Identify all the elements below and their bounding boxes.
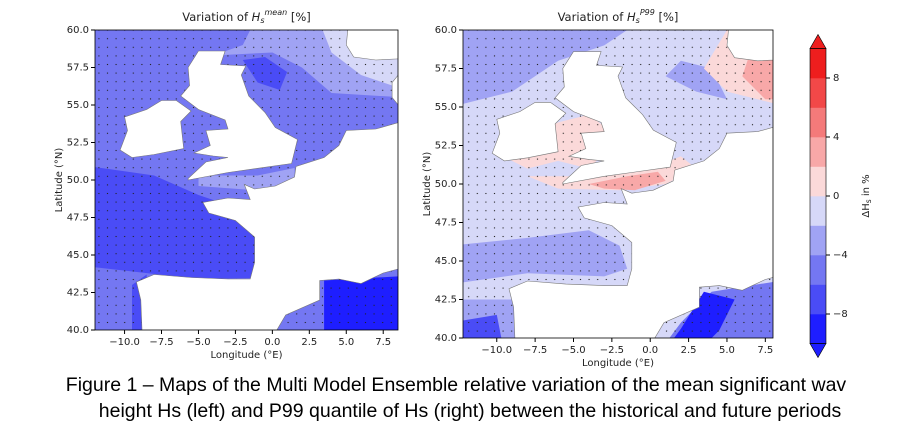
x-tick-label: −2.5	[600, 345, 624, 356]
colorbar-label: ΔHs in %	[861, 174, 873, 217]
x-tick-label: 0.0	[642, 345, 658, 356]
colorbar-segment	[810, 255, 826, 285]
y-tick-label: 42.5	[435, 295, 457, 306]
title-variable: H	[627, 10, 636, 24]
x-tick-label: 5.0	[719, 345, 735, 356]
x-tick-label: −5.0	[561, 345, 585, 356]
y-tick-label: 57.5	[67, 63, 89, 74]
land	[180, 50, 298, 181]
title-text: [%]	[287, 10, 311, 24]
land	[345, 30, 398, 61]
map-title: Variation of HsP99 [%]	[558, 8, 679, 25]
y-axis-label: Latitude (°N)	[422, 152, 433, 217]
x-tick-label: 7.5	[375, 337, 391, 348]
y-tick-label: 40.0	[435, 333, 457, 344]
colorbar-segment	[810, 225, 826, 256]
x-tick-label: 2.5	[681, 345, 697, 356]
map-title: Variation of Hsmean [%]	[182, 8, 311, 25]
y-tick-label: 55.0	[435, 102, 457, 113]
land	[491, 102, 567, 162]
x-tick-label: −7.5	[523, 345, 547, 356]
colorbar-segment	[810, 166, 826, 197]
x-tick-label: 7.5	[757, 345, 773, 356]
title-subscript: s	[636, 16, 640, 25]
colorbar-tick-label: 8	[833, 73, 839, 84]
y-tick-label: 40.0	[67, 325, 89, 336]
y-tick-label: 52.5	[435, 141, 457, 152]
label-text: ΔH	[861, 203, 872, 217]
title-subscript: s	[260, 16, 264, 25]
x-axis-label: Longitude (°E)	[582, 358, 654, 369]
x-tick-label: −2.5	[223, 337, 247, 348]
colorbar-tick-label: 4	[833, 132, 839, 143]
colorbar-segment	[810, 196, 826, 226]
y-tick-label: 52.5	[67, 138, 89, 149]
title-superscript: mean	[265, 8, 288, 17]
caption-line: height Hs (left) and P99 quantile of Hs …	[99, 400, 842, 422]
colorbar-tick-label: 0	[833, 191, 839, 202]
land	[554, 51, 677, 185]
land	[508, 127, 773, 338]
x-tick-label: −10.0	[109, 337, 140, 348]
colorbar-segment	[810, 137, 826, 167]
x-tick-label: −5.0	[186, 337, 210, 348]
x-axis-label: Longitude (°E)	[210, 350, 282, 361]
x-tick-label: 0.0	[264, 337, 280, 348]
y-tick-label: 45.0	[435, 256, 457, 267]
land	[136, 74, 398, 330]
colorbar-segment	[810, 107, 826, 138]
land	[726, 30, 773, 62]
colorbar-segment	[810, 314, 826, 344]
colorbar-segment	[810, 78, 826, 108]
colorbar-tick-label: −4	[833, 250, 848, 261]
colorbar-segment	[810, 48, 826, 79]
y-tick-label: 57.5	[435, 64, 457, 75]
map	[95, 30, 398, 330]
caption-line: Figure 1 – Maps of the Multi Model Ensem…	[66, 374, 847, 396]
label-subscript: s	[864, 199, 873, 203]
y-tick-label: 47.5	[435, 218, 457, 229]
label-text: in %	[861, 174, 872, 199]
title-variable: H	[252, 10, 261, 24]
title-text: [%]	[655, 10, 679, 24]
title-text: Variation of	[558, 10, 627, 24]
y-tick-label: 45.0	[67, 250, 89, 261]
y-tick-label: 47.5	[67, 213, 89, 224]
colorbar-segment	[810, 284, 826, 315]
colorbar-extend	[809, 33, 827, 49]
x-tick-label: 5.0	[338, 337, 354, 348]
colorbar-tick-label: −8	[833, 309, 848, 320]
map	[463, 30, 773, 338]
y-tick-label: 50.0	[435, 179, 457, 190]
x-tick-label: 2.5	[301, 337, 317, 348]
y-tick-label: 42.5	[67, 288, 89, 299]
y-tick-label: 50.0	[67, 175, 89, 186]
x-tick-label: −7.5	[149, 337, 173, 348]
land	[119, 100, 192, 158]
y-axis-label: Latitude (°N)	[54, 148, 65, 213]
title-superscript: P99	[640, 8, 655, 17]
y-tick-label: 60.0	[67, 25, 89, 36]
y-tick-label: 60.0	[435, 25, 457, 36]
x-tick-label: −10.0	[481, 345, 512, 356]
colorbar-extend	[809, 343, 827, 359]
y-tick-label: 55.0	[67, 100, 89, 111]
title-text: Variation of	[182, 10, 251, 24]
